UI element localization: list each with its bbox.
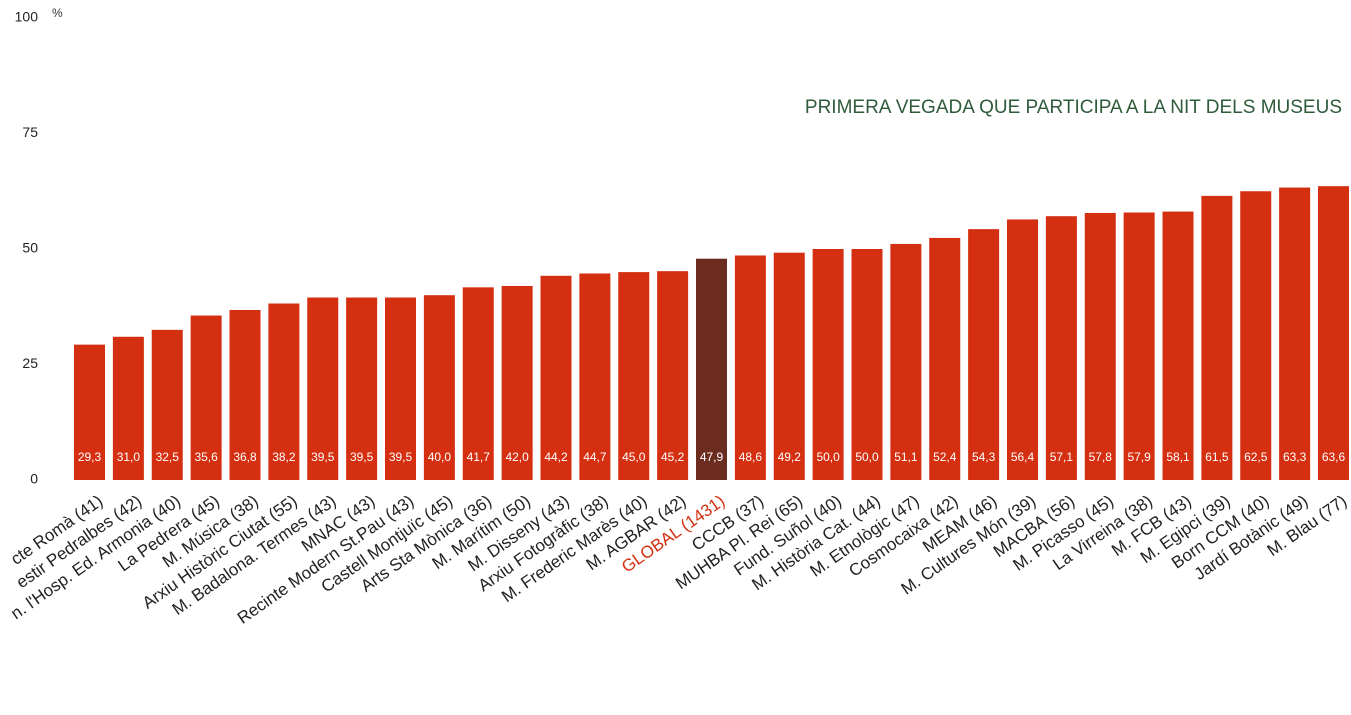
bar [1045, 216, 1077, 480]
value-label: 56,4 [1011, 450, 1035, 464]
value-label: 58,1 [1166, 450, 1190, 464]
value-label: 44,2 [544, 450, 568, 464]
bar [1162, 211, 1194, 480]
bar [112, 336, 144, 480]
value-label: 31,0 [117, 450, 141, 464]
bar [151, 329, 183, 480]
value-label: 61,5 [1205, 450, 1229, 464]
bar [1240, 191, 1272, 480]
value-label: 39,5 [389, 450, 413, 464]
value-label: 39,5 [311, 450, 335, 464]
bar [1123, 212, 1155, 480]
value-label: 36,8 [233, 450, 257, 464]
bar [851, 249, 883, 480]
bar [1007, 219, 1038, 480]
bar [1279, 187, 1311, 480]
bar [385, 297, 416, 480]
bar [773, 252, 805, 480]
value-label: 38,2 [272, 450, 296, 464]
y-tick-label: 25 [22, 355, 38, 371]
value-label: 54,3 [972, 450, 996, 464]
y-tick-label: 0 [30, 471, 38, 487]
bar [423, 295, 455, 480]
value-label: 48,6 [739, 450, 763, 464]
bar [929, 237, 961, 480]
value-label: 44,7 [583, 450, 607, 464]
value-label: 32,5 [156, 450, 180, 464]
y-tick-label: 50 [22, 240, 38, 256]
bar [890, 243, 922, 480]
value-label: 57,1 [1050, 450, 1074, 464]
value-label: 57,9 [1127, 450, 1151, 464]
value-label: 63,6 [1322, 450, 1346, 464]
value-label: 49,2 [778, 450, 802, 464]
bar [462, 287, 494, 480]
bar [1201, 195, 1233, 480]
value-label: 40,0 [428, 450, 452, 464]
bar [307, 297, 339, 480]
bar [1084, 212, 1116, 481]
value-label: 45,0 [622, 450, 646, 464]
bar [579, 273, 611, 480]
value-label: 51,1 [894, 450, 918, 464]
bar [618, 272, 650, 480]
value-label: 29,3 [78, 450, 102, 464]
bar [968, 229, 1000, 480]
bar [346, 297, 378, 480]
y-tick-label: 100 [15, 9, 39, 25]
value-label: 39,5 [350, 450, 374, 464]
bar [734, 255, 766, 480]
y-tick-label: 75 [22, 124, 38, 140]
bar [190, 315, 222, 480]
value-label: 47,9 [700, 450, 724, 464]
value-label: 62,5 [1244, 450, 1268, 464]
value-label: 50,0 [816, 450, 840, 464]
value-label: 35,6 [194, 450, 218, 464]
value-label: 52,4 [933, 450, 957, 464]
bar [540, 275, 572, 480]
y-axis-unit: % [52, 6, 63, 20]
value-label: 42,0 [505, 450, 529, 464]
bar [812, 249, 844, 480]
bar [501, 285, 533, 480]
value-label: 63,3 [1283, 450, 1307, 464]
bar [268, 303, 300, 480]
bar [229, 309, 261, 480]
bar [74, 344, 105, 480]
chart-title: PRIMERA VEGADA QUE PARTICIPA A LA NIT DE… [805, 97, 1342, 118]
bar [1318, 186, 1349, 480]
value-label: 45,2 [661, 450, 685, 464]
bar [696, 258, 727, 480]
value-label: 41,7 [467, 450, 491, 464]
bar [657, 271, 689, 480]
value-label: 50,0 [855, 450, 879, 464]
value-label: 57,8 [1089, 450, 1113, 464]
